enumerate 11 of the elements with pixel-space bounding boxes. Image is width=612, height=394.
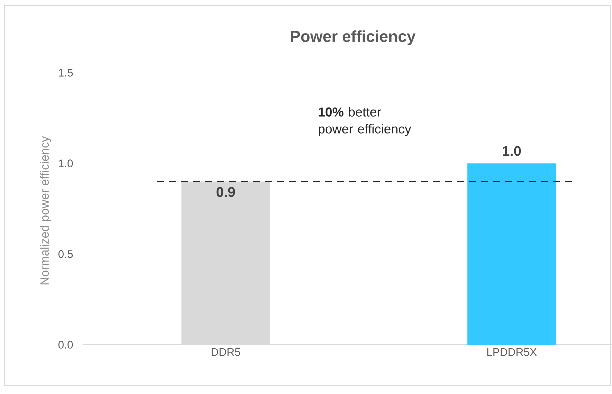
x-tick-label: LPDDR5X [488,348,537,356]
y-axis-title: Normalized power efficiency [40,136,52,285]
y-tick-label: 1.0 [59,160,74,168]
data-label: 1.0 [503,146,522,156]
y-tick-label: 1.5 [59,69,74,77]
data-label: 0.9 [216,187,236,198]
y-tick-label: 0.0 [58,341,74,349]
y-tick-label: 0.5 [58,250,74,258]
x-tick-label: DDR5 [212,348,240,356]
chart-title: Power efficiency [291,30,416,46]
annotation: 10% better power efficiency [318,107,412,136]
